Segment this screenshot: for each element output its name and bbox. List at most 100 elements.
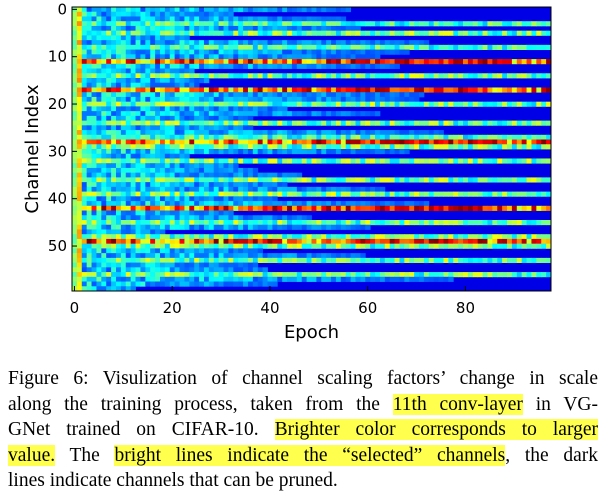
heatmap-cell [409,238,415,245]
heatmap-cell [199,172,205,178]
heatmap-cell [497,120,503,126]
heatmap-cell [311,234,317,240]
heatmap-cell [203,44,210,50]
heatmap-cell [115,234,122,240]
heatmap-cell [331,158,337,164]
heatmap-cell [384,243,391,249]
heatmap-cell [277,177,283,183]
heatmap-cell [81,177,88,183]
heatmap-cell [120,111,127,117]
heatmap-cell [184,248,190,254]
heatmap-cell [81,59,88,65]
heatmap-cell [111,139,117,145]
heatmap-cell [233,262,239,268]
heatmap-cell [125,267,132,273]
heatmap-cell [164,262,171,268]
heatmap-cell [120,101,127,107]
heatmap-cell [467,191,474,197]
heatmap-cell [541,21,547,27]
heatmap-cell [458,191,464,197]
heatmap-cell [208,139,215,145]
heatmap-cell [169,101,176,107]
heatmap-cell [184,96,190,103]
heatmap-cell [115,134,122,140]
heatmap-cell [375,49,381,55]
heatmap-cell [218,272,224,278]
heatmap-cell [159,210,166,216]
heatmap-cell [101,167,107,174]
heatmap-cell [326,257,332,263]
heatmap-cell [443,21,449,27]
heatmap-cell [155,153,161,159]
heatmap-cell [228,96,234,103]
heatmap-cell [125,87,132,93]
heatmap-cell [355,191,361,197]
heatmap-cell [536,158,542,164]
heatmap-cell [521,191,527,197]
heatmap-cell [213,172,220,178]
heatmap-cell [487,272,493,278]
heatmap-cell [262,54,268,60]
heatmap-cell [72,134,78,140]
heatmap-cell [179,11,185,17]
heatmap-cell [546,144,552,150]
heatmap-cell [511,59,518,65]
heatmap-cell [257,253,264,259]
heatmap-cell [86,149,92,155]
heatmap-cell [233,115,239,121]
heatmap-cell [345,120,351,126]
heatmap-cell [184,281,190,287]
heatmap-cell [213,7,220,13]
heatmap-cell [135,134,141,140]
heatmap-cell [326,59,332,65]
heatmap-cell [296,238,303,245]
heatmap-cell [350,101,356,107]
heatmap-cell [218,186,224,192]
heatmap-cell [115,182,122,188]
heatmap-cell [184,215,190,221]
heatmap-cell [521,30,527,36]
heatmap-cell [399,134,405,140]
heatmap-cell [203,257,210,263]
heatmap-cell [228,243,234,249]
heatmap-cell [115,7,122,13]
heatmap-cell [111,229,117,235]
heatmap-cell [86,144,92,150]
heatmap-cell [511,191,518,197]
heatmap-cell [375,73,381,79]
heatmap-cell [365,92,371,98]
heatmap-cell [140,96,146,103]
heatmap-cell [159,205,166,211]
heatmap-cell [370,139,376,145]
heatmap-cell [223,238,229,245]
heatmap-cell [145,201,151,207]
heatmap-cell [96,35,102,41]
heatmap-cell [135,210,141,216]
heatmap-cell [91,234,97,240]
heatmap-cell [272,149,278,155]
heatmap-cell [111,44,117,50]
heatmap-cell [335,177,342,183]
heatmap-cell [511,238,518,245]
heatmap-cell [86,111,92,117]
heatmap-cell [536,220,542,226]
heatmap-cell [218,125,224,131]
heatmap-cell [106,215,112,221]
heatmap-cell [467,177,474,183]
heatmap-cell [331,73,337,79]
heatmap-cell [399,87,405,93]
heatmap-cell [140,205,146,211]
caption-line: value. The bright lines indicate the “se… [8,443,598,469]
heatmap-cell [482,44,488,50]
heatmap-cell [326,205,332,211]
heatmap-cell [345,96,351,103]
heatmap-cell [282,172,288,178]
heatmap-cell [96,111,102,117]
heatmap-cell [394,49,400,55]
heatmap-cell [511,220,518,226]
heatmap-cell [335,201,342,207]
heatmap-cell [243,44,249,50]
heatmap-cell [311,272,317,278]
heatmap-cell [247,224,254,230]
heatmap-cell [526,238,532,245]
